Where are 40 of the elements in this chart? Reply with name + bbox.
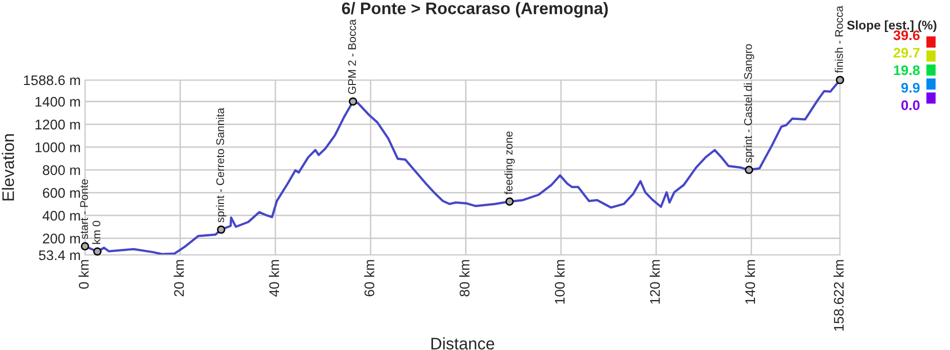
x-tick-label: 100 km [554, 260, 565, 304]
annotation: finish - Rocca [834, 6, 843, 73]
color-bar-label: 0.0 [901, 100, 920, 110]
y-tick-label: 53.4 m [38, 250, 80, 260]
x-tick-label: 40 km [268, 260, 280, 297]
y-tick-label: 200 m [42, 234, 80, 244]
color-bar-label: 19.8 [894, 65, 920, 76]
x-tick-label: 140 km [744, 260, 756, 304]
annotation: GPM 2 - Bocca [348, 19, 356, 94]
y-tick-label: 1200 m [36, 120, 80, 130]
chart-title: 6/ Ponte > Roccaraso (Aremogna) [342, 2, 608, 18]
x-axis-title: Distance [431, 337, 494, 350]
color-bar-label: 29.7 [894, 48, 920, 58]
y-tick-label: 600 m [42, 188, 80, 198]
y-tick-label: 1000 m [36, 142, 80, 152]
x-tick-label: 158.622 km [834, 260, 844, 331]
color-bar-label: 9.9 [901, 82, 920, 93]
point [505, 197, 514, 206]
annotation: sprint - Cerreto Sannita [216, 108, 226, 222]
color-bar-label: 39.6 [893, 30, 920, 40]
x-tick-label: 0 km [78, 260, 89, 289]
point [836, 76, 844, 84]
point [216, 225, 226, 234]
point [348, 97, 358, 106]
point [93, 247, 102, 256]
y-tick-label: 1400 m [36, 96, 80, 107]
y-tick-label: 400 m [42, 210, 80, 221]
y-tick-label: 1588.6 m [24, 75, 80, 86]
x-tick-label: 80 km [459, 260, 470, 296]
annotation: start - Ponte [80, 179, 88, 240]
x-tick-label: 60 km [364, 260, 374, 296]
annotation: feeding zone [504, 132, 515, 194]
x-tick-label: 20 km [174, 260, 184, 296]
y-axis-title: Elevation [2, 134, 14, 200]
annotation: km 0 [92, 220, 100, 244]
y-tick-label: 800 m [42, 165, 80, 176]
x-tick-label: 120 km [650, 260, 660, 304]
point [744, 166, 754, 174]
annotation: sprint - Castel di Sangro [744, 44, 754, 163]
point [80, 242, 90, 250]
